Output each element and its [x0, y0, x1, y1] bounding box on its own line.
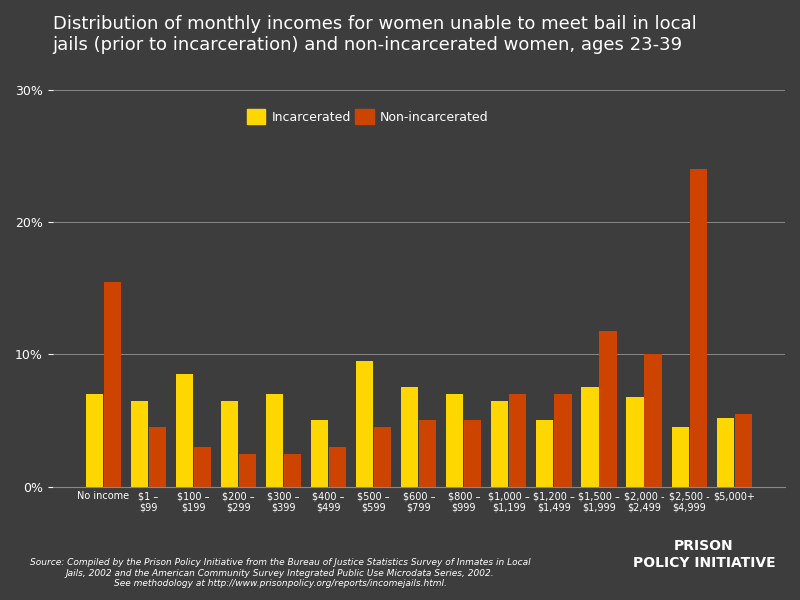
Bar: [311, 421, 328, 487]
Bar: [599, 331, 617, 487]
Bar: [194, 447, 211, 487]
Text: PRISON
POLICY INITIATIVE: PRISON POLICY INITIATIVE: [633, 539, 775, 570]
Bar: [284, 454, 302, 487]
Text: Distribution of monthly incomes for women unable to meet bail in local
jails (pr: Distribution of monthly incomes for wome…: [53, 15, 696, 54]
Bar: [131, 401, 148, 487]
Bar: [221, 401, 238, 487]
Bar: [356, 361, 374, 487]
Bar: [491, 401, 509, 487]
Bar: [626, 397, 643, 487]
Bar: [536, 421, 554, 487]
Bar: [239, 454, 256, 487]
Legend: Incarcerated, Non-incarcerated: Incarcerated, Non-incarcerated: [242, 104, 494, 129]
Bar: [690, 169, 706, 487]
Bar: [419, 421, 436, 487]
Bar: [402, 388, 418, 487]
Bar: [582, 388, 598, 487]
Bar: [717, 418, 734, 487]
Bar: [464, 421, 482, 487]
Bar: [329, 447, 346, 487]
Bar: [446, 394, 463, 487]
Bar: [374, 427, 391, 487]
Bar: [176, 374, 193, 487]
Bar: [104, 282, 121, 487]
Bar: [734, 414, 752, 487]
Bar: [645, 355, 662, 487]
Bar: [86, 394, 103, 487]
Bar: [671, 427, 689, 487]
Bar: [266, 394, 283, 487]
Bar: [510, 394, 526, 487]
Bar: [149, 427, 166, 487]
Text: Source: Compiled by the Prison Policy Initiative from the Bureau of Justice Stat: Source: Compiled by the Prison Policy In…: [30, 558, 530, 588]
Bar: [554, 394, 571, 487]
